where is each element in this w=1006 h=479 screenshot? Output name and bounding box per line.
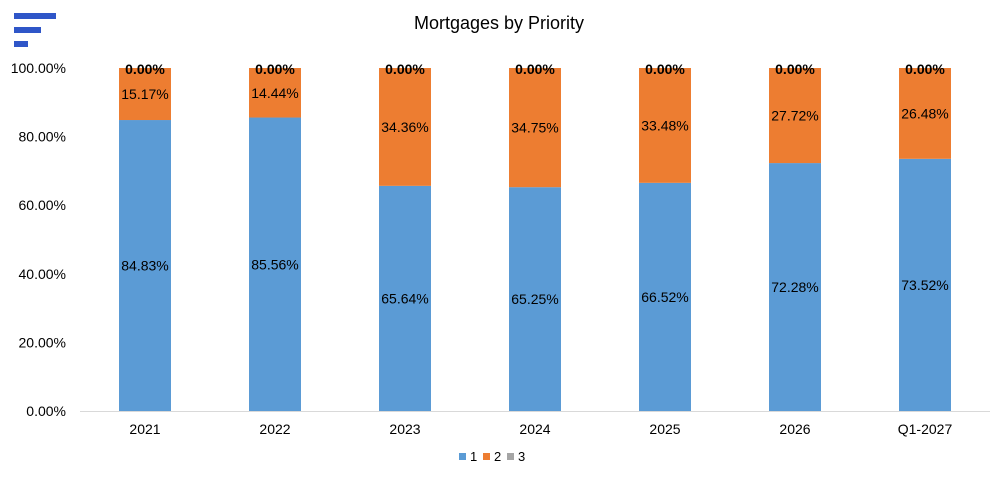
bar-segment-series-1: [899, 158, 951, 411]
data-label-series-1: 85.56%: [251, 256, 298, 272]
y-axis: 0.00% 20.00% 40.00% 60.00% 80.00% 100.00%: [11, 60, 66, 419]
plot-area: 84.83% 15.17% 0.00% 85.56% 14.44% 0.00% 65.64%…: [119, 61, 951, 412]
y-tick-label: 20.00%: [19, 334, 66, 350]
x-tick-label: 2021: [129, 421, 160, 437]
logo: [14, 13, 56, 47]
data-label-series-2: 15.17%: [121, 86, 168, 102]
data-label-series-1: 65.64%: [381, 290, 428, 306]
legend-swatch-series-3: [507, 453, 514, 460]
data-label-series-3: 0.00%: [775, 61, 815, 77]
x-tick-label: 2022: [259, 421, 290, 437]
bar-segment-series-1: [509, 187, 561, 411]
bar-segment-series-1: [249, 117, 301, 411]
y-tick-label: 80.00%: [19, 129, 66, 145]
legend-swatch-series-2: [483, 453, 490, 460]
data-label-series-3: 0.00%: [385, 61, 425, 77]
bar-segment-series-2: [249, 68, 301, 118]
legend-label-series-3: 3: [518, 449, 525, 464]
y-tick-label: 100.00%: [11, 60, 66, 76]
y-tick-label: 60.00%: [19, 197, 66, 213]
bar-segment-series-1: [379, 185, 431, 411]
data-label-series-2: 33.48%: [641, 117, 688, 133]
data-label-series-2: 27.72%: [771, 108, 818, 124]
x-axis: 2021 2022 2023 2024 2025 2026 Q1-2027: [80, 411, 990, 437]
data-label-series-2: 26.48%: [901, 105, 948, 121]
bar-segment-series-1: [639, 182, 691, 411]
data-label-series-1: 72.28%: [771, 279, 818, 295]
x-tick-label: 2023: [389, 421, 420, 437]
logo-bar-middle: [14, 27, 41, 33]
data-label-series-3: 0.00%: [645, 61, 685, 77]
chart-title: Mortgages by Priority: [414, 13, 584, 33]
bar-segment-series-2: [509, 68, 561, 188]
data-label-series-2: 14.44%: [251, 85, 298, 101]
legend-swatch-series-1: [459, 453, 466, 460]
y-tick-label: 0.00%: [26, 403, 66, 419]
data-label-series-1: 66.52%: [641, 289, 688, 305]
data-label-series-1: 73.52%: [901, 277, 948, 293]
x-tick-label: 2026: [779, 421, 810, 437]
data-label-series-1: 65.25%: [511, 291, 558, 307]
y-tick-label: 40.00%: [19, 266, 66, 282]
legend-label-series-2: 2: [494, 449, 501, 464]
bar-segment-series-2: [119, 68, 171, 121]
bar-segment-series-1: [119, 120, 171, 412]
bar-segment-series-1: [769, 163, 821, 411]
data-label-series-3: 0.00%: [125, 61, 165, 77]
bar-segment-series-2: [769, 68, 821, 164]
legend: 1 2 3: [459, 449, 525, 464]
x-tick-label: Q1-2027: [898, 421, 953, 437]
logo-bar-top: [14, 13, 56, 19]
data-label-series-3: 0.00%: [515, 61, 555, 77]
bar-segment-series-2: [639, 68, 691, 183]
bar-segment-series-2: [379, 68, 431, 186]
data-label-series-2: 34.36%: [381, 119, 428, 135]
data-label-series-3: 0.00%: [905, 61, 945, 77]
logo-bar-bottom: [14, 41, 28, 47]
data-label-series-1: 84.83%: [121, 258, 168, 274]
data-label-series-3: 0.00%: [255, 61, 295, 77]
legend-label-series-1: 1: [470, 449, 477, 464]
bar-segment-series-2: [899, 68, 951, 159]
data-label-series-2: 34.75%: [511, 120, 558, 136]
x-tick-label: 2024: [519, 421, 550, 437]
x-tick-label: 2025: [649, 421, 680, 437]
